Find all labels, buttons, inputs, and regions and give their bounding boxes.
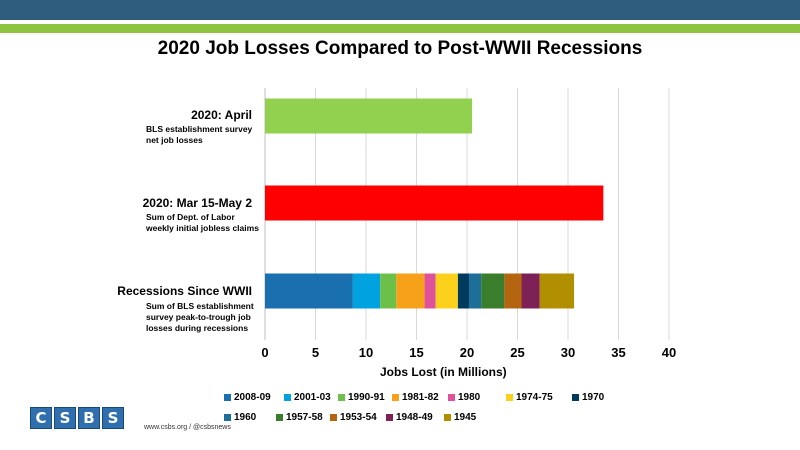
legend-item: 1948-49	[386, 412, 433, 423]
x-axis-label: Jobs Lost (in Millions)	[380, 365, 507, 379]
x-tick-label: 40	[662, 345, 676, 360]
legend-item: 1980	[448, 392, 480, 403]
x-tick-label: 10	[359, 345, 373, 360]
legend-item: 1974-75	[506, 392, 553, 403]
stack-segment	[469, 273, 482, 309]
category-desc-recessions: Sum of BLS establishment survey peak-to-…	[146, 301, 254, 333]
x-tick-label: 15	[409, 345, 423, 360]
logo-letter: B	[78, 407, 100, 429]
legend-label: 1981-82	[402, 392, 439, 403]
legend-label: 1960	[234, 412, 257, 423]
stack-segment	[481, 273, 505, 309]
legend-label: 1980	[458, 392, 481, 403]
legend-swatch	[276, 414, 283, 421]
legend-item: 1981-82	[392, 392, 439, 403]
legend-label: 1948-49	[396, 412, 433, 423]
stack-segment	[435, 273, 458, 309]
legend-swatch	[284, 394, 291, 401]
legend-label: 1974-75	[516, 392, 553, 403]
legend-label: 1945	[454, 412, 477, 423]
legend-label: 1957-58	[286, 412, 323, 423]
green-band	[0, 24, 800, 33]
category-desc-april: BLS establishment survey net job losses	[146, 124, 253, 145]
footer-text: www.csbs.org / @csbsnews	[144, 424, 231, 431]
chart-title: 2020 Job Losses Compared to Post-WWII Re…	[157, 38, 643, 59]
category-desc-mar-may: Sum of Dept. of Labor weekly initial job…	[146, 212, 259, 233]
stack-segment	[380, 273, 397, 309]
legend-label: 2008-09	[234, 392, 271, 403]
legend-item: 1970	[572, 392, 604, 403]
legend-swatch	[572, 394, 579, 401]
legend-swatch	[386, 414, 393, 421]
legend-label: 1953-54	[340, 412, 377, 423]
bar	[265, 185, 604, 221]
stack-segment	[504, 273, 522, 309]
legend-swatch	[444, 414, 451, 421]
legend-swatch	[506, 394, 513, 401]
stack-segment	[539, 273, 575, 309]
legend-swatch	[330, 414, 337, 421]
legend-swatch	[338, 394, 345, 401]
x-tick-label: 5	[312, 345, 319, 360]
x-tick-label: 20	[460, 345, 474, 360]
stack-segment	[521, 273, 540, 309]
legend-item: 1957-58	[276, 412, 323, 423]
category-label-april: 2020: April	[191, 108, 252, 122]
stack-segment	[352, 273, 381, 309]
legend-label: 1970	[582, 392, 605, 403]
stack-segment	[396, 273, 425, 309]
stack-segment	[424, 273, 436, 309]
x-tick-label: 25	[510, 345, 524, 360]
legend-swatch	[448, 394, 455, 401]
x-tick-label: 35	[611, 345, 625, 360]
stack-segment	[457, 273, 470, 309]
logo-letter: S	[102, 407, 124, 429]
legend-item: 1945	[444, 412, 476, 423]
x-tick-label: 30	[561, 345, 575, 360]
legend-item: 2008-09	[224, 392, 271, 403]
legend-label: 2001-03	[294, 392, 331, 403]
legend-item: 1990-91	[338, 392, 385, 403]
bar	[265, 98, 473, 134]
logo-letter: S	[54, 407, 76, 429]
legend-item: 1953-54	[330, 412, 377, 423]
legend-item: 1960	[224, 412, 256, 423]
csbs-logo: C S B S	[30, 407, 126, 429]
top-band	[0, 0, 800, 20]
legend-label: 1990-91	[348, 392, 385, 403]
logo-letter: C	[30, 407, 52, 429]
x-tick-label: 0	[261, 345, 268, 360]
legend-swatch	[392, 394, 399, 401]
stack-segment	[265, 273, 353, 309]
category-label-mar-may: 2020: Mar 15-May 2	[142, 196, 252, 210]
category-label-recessions: Recessions Since WWII	[117, 284, 252, 298]
legend-swatch	[224, 414, 231, 421]
legend-swatch	[224, 394, 231, 401]
legend-item: 2001-03	[284, 392, 331, 403]
